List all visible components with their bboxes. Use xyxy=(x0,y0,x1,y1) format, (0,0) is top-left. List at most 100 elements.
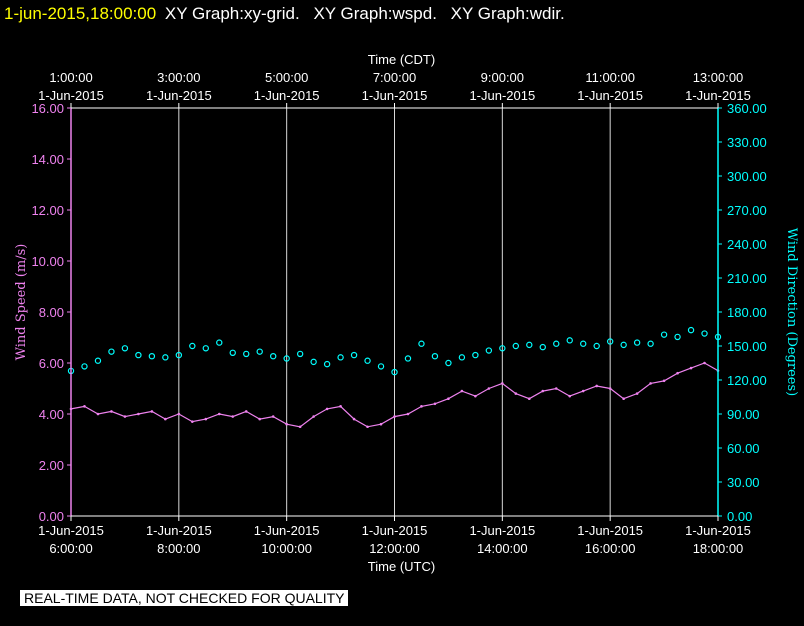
chart-header: 1-jun-2015,18:00:00 XY Graph:xy-grid. XY… xyxy=(4,2,574,26)
top-tick-date: 1-Jun-2015 xyxy=(362,88,428,103)
wind-direction-point xyxy=(310,358,317,366)
wind-speed-point xyxy=(298,425,302,429)
bottom-axis-title: Time (UTC) xyxy=(368,559,435,574)
bottom-tick-date: 1-Jun-2015 xyxy=(685,523,751,538)
wind-direction-point xyxy=(364,357,371,364)
wind-speed-point xyxy=(191,420,194,423)
wind-direction-point xyxy=(458,354,466,361)
wind-speed-point xyxy=(366,425,369,429)
wind-speed-point xyxy=(164,417,167,421)
wind-speed-point xyxy=(177,412,181,416)
wind-direction-point xyxy=(94,357,102,364)
wind-speed-point xyxy=(608,387,612,390)
wind-direction-point xyxy=(229,349,236,356)
wind-direction-point xyxy=(660,331,668,338)
wind-direction-point xyxy=(472,351,479,359)
wind-speed-point xyxy=(137,412,140,416)
wind-speed-point xyxy=(217,412,221,416)
wind-direction-point xyxy=(593,342,600,350)
top-tick-time: 1:00:00 xyxy=(49,70,92,85)
top-tick-date: 1-Jun-2015 xyxy=(254,88,320,103)
top-tick-date: 1-Jun-2015 xyxy=(685,88,751,103)
wind-direction-point xyxy=(81,363,88,370)
wind-direction-point xyxy=(108,348,115,355)
wind-speed-point xyxy=(352,417,356,421)
wind-direction-point xyxy=(202,345,209,352)
wind-direction-point xyxy=(674,333,681,341)
wind-speed-point xyxy=(568,394,572,398)
left-tick-label: 14.00 xyxy=(31,152,64,167)
right-tick-label: 60.00 xyxy=(727,441,760,456)
wind-speed-point xyxy=(581,389,585,393)
left-axis-title: Wind Speed (m/s) xyxy=(14,244,29,361)
graph-title-wspd: XY Graph:wspd. xyxy=(313,4,437,23)
left-tick-label: 2.00 xyxy=(39,458,64,473)
bottom-tick-time: 18:00:00 xyxy=(693,541,744,556)
wind-direction-point xyxy=(553,340,560,347)
wind-speed-point xyxy=(325,407,329,411)
wind-speed-point xyxy=(527,397,531,401)
right-tick-label: 240.00 xyxy=(727,237,767,252)
bottom-tick-time: 14:00:00 xyxy=(477,541,528,556)
bottom-tick-time: 10:00:00 xyxy=(261,541,312,556)
wind-speed-point xyxy=(83,405,86,408)
wind-direction-point xyxy=(701,330,708,337)
wind-speed-point xyxy=(689,366,693,370)
left-tick-label: 16.00 xyxy=(31,101,64,116)
wind-direction-point xyxy=(431,353,439,360)
left-tick-label: 12.00 xyxy=(31,203,64,218)
wind-speed-point xyxy=(406,412,410,416)
top-tick-date: 1-Jun-2015 xyxy=(146,88,212,103)
wind-speed-point xyxy=(123,415,127,418)
wind-direction-point xyxy=(620,341,627,349)
wind-direction-point xyxy=(512,342,520,350)
wind-speed-point xyxy=(420,405,423,408)
wind-direction-point xyxy=(499,345,506,352)
top-tick-date: 1-Jun-2015 xyxy=(38,88,104,103)
wind-speed-point xyxy=(460,389,464,393)
wind-speed-point xyxy=(258,417,262,421)
bottom-tick-time: 16:00:00 xyxy=(585,541,636,556)
bottom-tick-date: 1-Jun-2015 xyxy=(146,523,212,538)
wind-speed-point xyxy=(379,422,383,426)
wind-direction-point xyxy=(485,347,493,354)
right-tick-label: 0.00 xyxy=(727,509,752,524)
wind-speed-point xyxy=(514,392,518,395)
wind-direction-point xyxy=(647,340,654,347)
wind-direction-point xyxy=(135,351,142,359)
right-tick-label: 90.00 xyxy=(727,407,760,422)
wind-direction-point xyxy=(350,351,358,359)
wind-direction-point xyxy=(175,351,183,359)
wind-direction-point xyxy=(283,355,290,362)
top-tick-time: 3:00:00 xyxy=(157,70,200,85)
wind-speed-point xyxy=(595,384,598,388)
bottom-tick-date: 1-Jun-2015 xyxy=(38,523,104,538)
wind-direction-point xyxy=(377,363,385,370)
wind-direction-point xyxy=(687,326,695,334)
wind-speed-point xyxy=(312,415,315,418)
wind-direction-point xyxy=(216,339,223,346)
bottom-tick-date: 1-Jun-2015 xyxy=(362,523,428,538)
wind-direction-point xyxy=(404,355,412,362)
wind-speed-point xyxy=(501,382,504,385)
wind-speed-point xyxy=(244,410,248,413)
wind-direction-point xyxy=(391,368,398,376)
wind-direction-point xyxy=(121,345,129,352)
right-tick-label: 120.00 xyxy=(727,373,767,388)
left-tick-label: 10.00 xyxy=(31,254,64,269)
wind-speed-point xyxy=(676,371,679,375)
wind-speed-point xyxy=(635,392,639,395)
wind-speed-point xyxy=(285,422,288,426)
wind-direction-point xyxy=(337,354,344,361)
top-tick-date: 1-Jun-2015 xyxy=(469,88,535,103)
wind-direction-point xyxy=(296,350,304,358)
right-axis-title: Wind Direction (Degrees) xyxy=(784,228,799,396)
wind-speed-point xyxy=(649,382,652,385)
right-tick-label: 210.00 xyxy=(727,271,767,286)
wind-speed-point xyxy=(703,361,706,365)
wind-direction-point xyxy=(162,354,169,361)
left-tick-label: 4.00 xyxy=(39,407,64,422)
wind-direction-point xyxy=(148,353,156,360)
wind-speed-point xyxy=(487,387,491,390)
